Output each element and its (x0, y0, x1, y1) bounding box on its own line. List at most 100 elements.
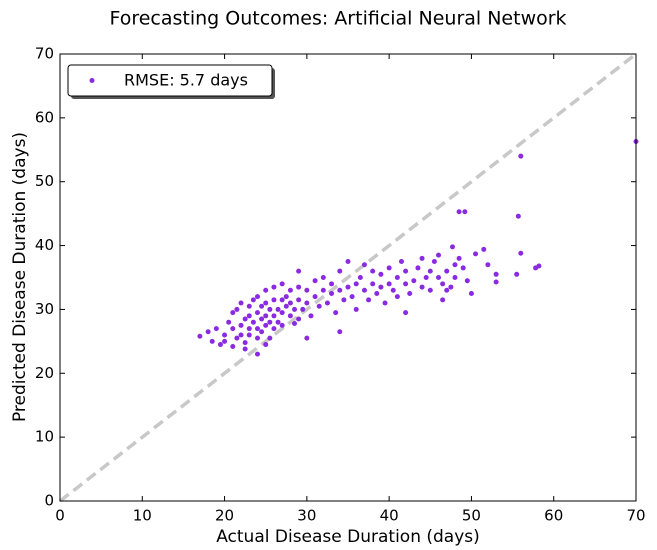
point (353, 306, 359, 312)
legend (67, 64, 273, 97)
point (283, 294, 289, 300)
point (292, 320, 298, 326)
point (361, 287, 367, 293)
point (444, 268, 450, 274)
y-tick-label: 40 (35, 236, 54, 254)
point (292, 306, 298, 312)
point (320, 275, 326, 280)
point (222, 338, 228, 344)
point (419, 255, 425, 261)
point (473, 251, 479, 257)
point (263, 342, 269, 348)
point (267, 335, 273, 341)
point (514, 271, 520, 277)
point (271, 284, 277, 290)
point (403, 268, 409, 274)
point (378, 271, 384, 277)
point (370, 281, 376, 287)
point (345, 284, 351, 290)
point (197, 333, 203, 339)
point (238, 332, 244, 338)
point (398, 259, 404, 265)
point (440, 297, 446, 303)
point (234, 335, 240, 341)
y-tick-label: 70 (35, 45, 54, 63)
point (440, 281, 446, 287)
point (452, 275, 458, 280)
point (390, 287, 396, 293)
x-tick-label: 50 (462, 507, 481, 525)
point (419, 284, 425, 290)
x-tick-label: 60 (544, 507, 563, 525)
point (366, 297, 372, 303)
y-tick-label: 60 (35, 108, 54, 126)
point (320, 287, 326, 293)
point (304, 287, 310, 293)
point (296, 316, 302, 322)
point (427, 268, 433, 274)
point (324, 300, 330, 306)
point (205, 329, 211, 335)
point (296, 284, 302, 290)
point (300, 306, 306, 312)
point (452, 262, 458, 268)
x-tick-label: 10 (133, 507, 152, 525)
point (407, 290, 413, 296)
point (271, 313, 277, 319)
point (263, 322, 269, 328)
point (312, 294, 318, 300)
point (263, 313, 269, 319)
point (357, 275, 363, 280)
point (444, 287, 450, 293)
point (259, 303, 265, 309)
point (246, 326, 252, 332)
point (337, 287, 343, 293)
x-tick-label: 40 (380, 507, 399, 525)
point (226, 319, 232, 325)
point (275, 319, 281, 325)
point (238, 322, 244, 328)
point (456, 209, 462, 215)
point (382, 300, 388, 306)
point (213, 326, 219, 332)
point (287, 300, 293, 306)
point (403, 281, 409, 287)
point (403, 310, 409, 316)
chart-title: Forecasting Outcomes: Artificial Neural … (109, 8, 566, 30)
point (279, 297, 285, 303)
point (222, 332, 228, 338)
y-tick-label: 30 (35, 300, 54, 318)
legend-label: RMSE: 5.7 days (124, 71, 248, 90)
point (316, 303, 322, 309)
point (217, 342, 223, 348)
point (230, 326, 236, 332)
point (450, 244, 456, 250)
point (209, 338, 215, 344)
point (353, 281, 359, 287)
point (304, 300, 310, 306)
point (518, 250, 524, 256)
point (230, 310, 236, 316)
point (337, 268, 343, 274)
y-tick-label: 0 (44, 492, 54, 510)
point (436, 275, 442, 280)
point (493, 271, 499, 277)
point (468, 290, 474, 296)
point (254, 326, 260, 332)
point (238, 300, 244, 306)
point (259, 316, 265, 322)
point (493, 279, 499, 285)
point (436, 252, 442, 258)
point (254, 294, 260, 300)
point (423, 275, 429, 280)
point (242, 316, 248, 322)
point (279, 322, 285, 328)
point (378, 284, 384, 290)
point (485, 262, 491, 268)
point (515, 213, 521, 219)
legend-marker (89, 78, 95, 83)
point (246, 303, 252, 309)
y-tick-label: 10 (35, 428, 54, 446)
identity-line (58, 52, 638, 503)
